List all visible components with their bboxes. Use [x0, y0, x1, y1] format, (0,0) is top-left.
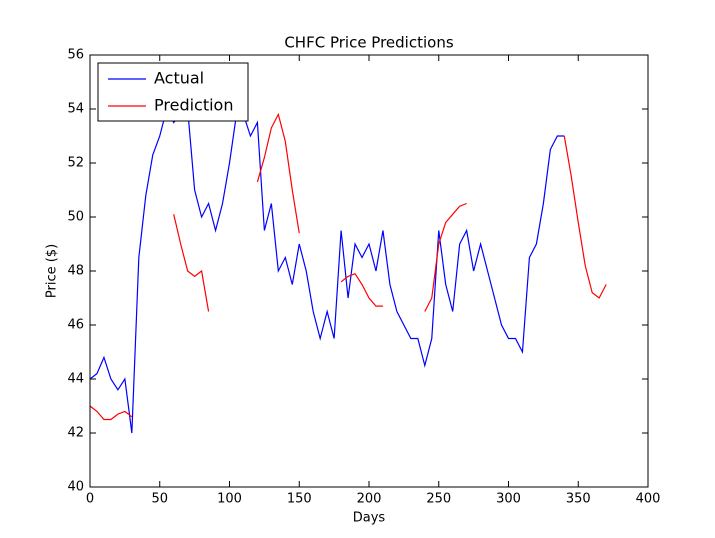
legend-label: Prediction	[154, 96, 233, 115]
y-axis-label: Price ($)	[45, 244, 60, 298]
series-line	[173, 214, 210, 312]
legend-box	[97, 62, 249, 122]
y-tick-label: 50	[67, 210, 84, 225]
y-tick-label: 42	[67, 426, 84, 441]
x-tick-label: 150	[287, 492, 312, 507]
series-line	[256, 112, 300, 234]
series-line	[89, 107, 565, 434]
series-line	[89, 405, 133, 421]
x-tick-label: 0	[86, 492, 94, 507]
x-tick-label: 100	[217, 492, 242, 507]
y-tick-label: 40	[67, 480, 84, 495]
y-tick-label: 48	[67, 264, 84, 279]
y-tick-label: 54	[67, 102, 84, 117]
chart-title: CHFC Price Predictions	[284, 34, 453, 52]
x-tick-label: 50	[151, 492, 168, 507]
x-tick-label: 400	[636, 492, 661, 507]
y-tick-label: 52	[67, 156, 84, 171]
x-tick-label: 250	[426, 492, 451, 507]
x-axis-label: Days	[353, 511, 386, 526]
legend-label: Actual	[154, 69, 204, 88]
y-tick-label: 56	[67, 48, 84, 63]
x-tick-label: 300	[496, 492, 521, 507]
series-line	[340, 272, 383, 307]
y-tick-label: 44	[67, 372, 84, 387]
plot-frame	[89, 54, 649, 488]
series-line	[563, 135, 607, 299]
x-tick-label: 200	[357, 492, 382, 507]
y-tick-label: 46	[67, 318, 84, 333]
series-line	[424, 202, 467, 312]
x-tick-label: 350	[566, 492, 591, 507]
